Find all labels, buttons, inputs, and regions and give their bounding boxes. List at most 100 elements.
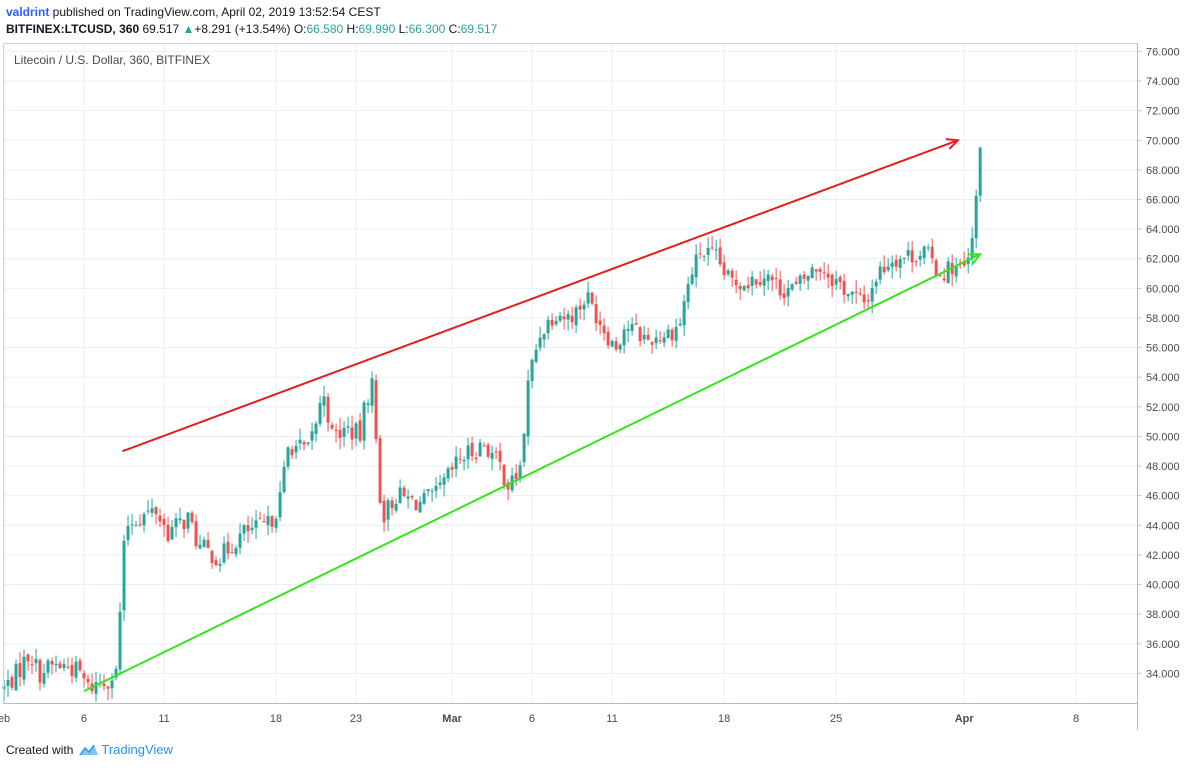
candle-body (194, 521, 198, 547)
candle-body (858, 293, 862, 295)
candle-body (314, 423, 318, 434)
candle-body (546, 319, 550, 334)
candle-body (414, 499, 418, 511)
tradingview-brand: TradingView (101, 742, 173, 757)
candle-body (554, 320, 558, 325)
grid-lines (3, 44, 1137, 703)
candle-body (790, 284, 794, 290)
candle-body (910, 250, 914, 263)
time-tick-label: 6 (529, 713, 535, 725)
candle-body (38, 659, 42, 683)
time-tick-label: eb (0, 713, 10, 725)
candle-body (342, 427, 346, 437)
candle-body (862, 294, 866, 303)
candle-body (714, 249, 718, 251)
candle-body (130, 524, 134, 526)
candle-body (270, 516, 274, 527)
candle-body (474, 457, 478, 460)
candle-body (594, 304, 598, 324)
candle-body (538, 337, 542, 348)
price-tick-label: 76.000 (1146, 46, 1180, 58)
candle-body (702, 255, 706, 257)
candle-body (18, 663, 22, 678)
candle-body (242, 525, 246, 534)
candle-body (834, 279, 838, 285)
candle-body (450, 467, 454, 470)
candle-body (14, 664, 18, 691)
candle-body (350, 427, 354, 440)
candle-body (286, 447, 290, 467)
high-label: H: (346, 22, 359, 36)
publish-text: published on TradingView.com, April 02, … (49, 5, 381, 19)
price-chart[interactable]: 34.000 36.000 38.000 40.000 42.000 44.000 46.0… (0, 40, 1197, 733)
high-value: 69.990 (358, 22, 396, 36)
candle-body (610, 340, 614, 347)
candle-body (158, 515, 162, 522)
candle-body (190, 512, 194, 522)
candle-body (198, 544, 202, 549)
candle-body (210, 550, 214, 563)
candle-body (382, 500, 386, 523)
candle-body (530, 359, 534, 382)
tradingview-logo[interactable]: TradingView (77, 742, 173, 757)
candle-body (706, 248, 710, 255)
candle-body (138, 524, 142, 526)
candle-body (506, 482, 510, 490)
candle-body (470, 443, 474, 457)
candle-body (502, 464, 506, 486)
candle-body (226, 541, 230, 554)
candle-body (542, 334, 546, 340)
candle-body (318, 402, 322, 424)
publish-info: valdrint published on TradingView.com, A… (6, 5, 381, 19)
candle-body (46, 660, 50, 673)
candle-body (618, 344, 622, 350)
candle-body (894, 259, 898, 267)
chart-area[interactable]: 34.000 36.000 38.000 40.000 42.000 44.000 46.0… (0, 40, 1197, 733)
candle-body (262, 521, 266, 523)
candle-body (290, 449, 294, 456)
candle-body (874, 281, 878, 287)
candle-body (718, 247, 722, 265)
candle-body (842, 280, 846, 295)
candle-body (642, 334, 646, 340)
price-tick-label: 36.000 (1146, 639, 1180, 651)
trendline-lower-arrowhead (968, 253, 983, 265)
candle-body (330, 424, 334, 429)
candle-body (6, 679, 10, 687)
candle-body (122, 540, 126, 611)
price-tick-label: 44.000 (1146, 520, 1180, 532)
candle-body (694, 254, 698, 278)
candle-body (482, 445, 486, 447)
candles (2, 146, 982, 702)
price-tick-label: 48.000 (1146, 461, 1180, 473)
candle-body (690, 274, 694, 284)
candle-body (794, 281, 798, 284)
candle-body (10, 677, 14, 688)
candle-body (174, 518, 178, 528)
candle-body (338, 429, 342, 438)
time-tick-label: Mar (442, 713, 462, 725)
footer: Created with TradingView (6, 742, 173, 757)
candle-body (810, 267, 814, 279)
time-tick-label: Apr (955, 713, 975, 725)
trendline-upper-arrowhead (945, 138, 960, 150)
candle-body (362, 402, 366, 441)
candle-body (110, 680, 114, 689)
candle-body (970, 238, 974, 259)
price-tick-label: 58.000 (1146, 313, 1180, 325)
candle-body (738, 286, 742, 290)
time-tick-label: 18 (270, 713, 282, 725)
candle-body (590, 292, 594, 304)
last-price: 69.517 (142, 22, 180, 36)
candle-body (526, 380, 530, 437)
candle-body (186, 512, 190, 529)
candle-body (274, 518, 278, 528)
candle-body (410, 496, 414, 498)
candle-body (498, 450, 502, 463)
candle-body (750, 276, 754, 286)
candle-body (266, 515, 270, 526)
candle-body (758, 281, 762, 285)
candle-body (938, 275, 942, 277)
author-link[interactable]: valdrint (6, 5, 50, 19)
candle-body (734, 279, 738, 286)
